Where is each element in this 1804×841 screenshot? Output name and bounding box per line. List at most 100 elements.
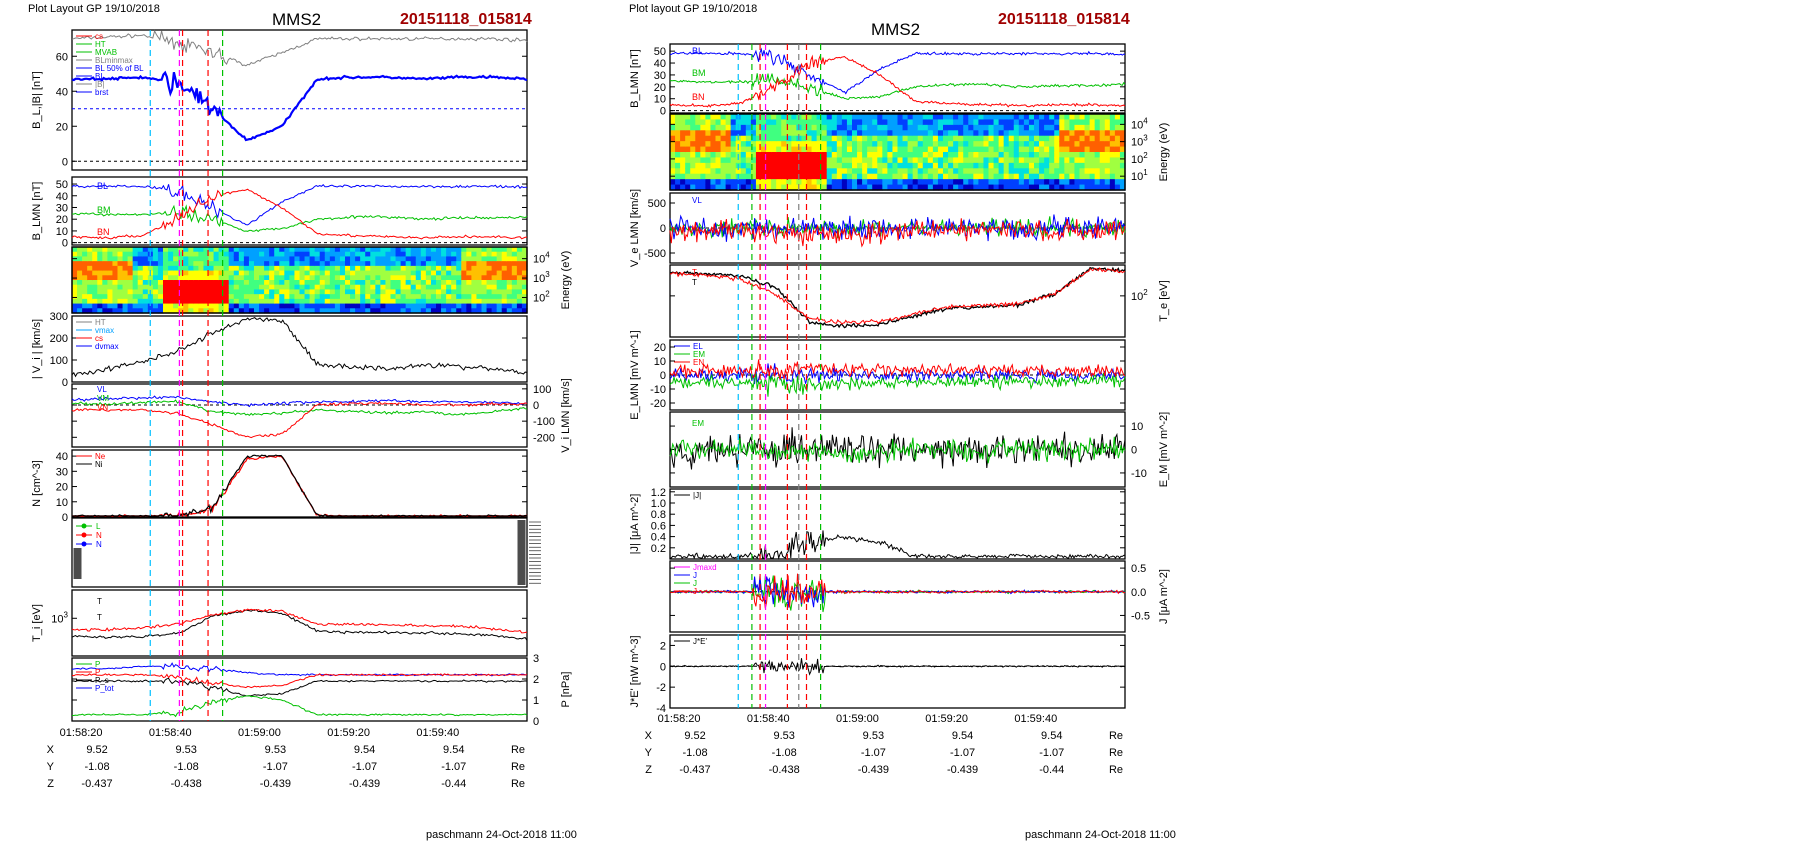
spectrogram-cell [198,265,205,272]
spectrogram-cell [107,298,114,305]
spectrogram-cell [112,275,119,281]
spectrogram-cell [446,261,452,267]
spectrogram-cell [274,294,280,300]
spectrogram-cell [831,141,838,148]
spectrogram-cell [791,173,797,180]
spectrogram-cell [516,308,523,314]
y-tick-label: 10 [1131,421,1143,433]
spectrogram-cell [360,256,366,262]
spectrogram-cell [720,162,727,169]
spectrogram-cell [102,261,108,267]
spectrogram-cell [846,152,853,159]
spectrogram-cell [887,124,894,131]
spectrogram-cell [791,152,797,159]
spectrogram-cell [264,275,270,281]
ephemeris-value: 9.54 [1041,730,1062,742]
panel-frame [71,383,528,448]
spectrogram-cell [188,270,194,276]
spectrogram-cell [163,261,169,267]
spectrogram-cell [279,284,285,291]
spectrogram-cell [269,289,275,295]
y-axis-label: T_e [eV] [1158,280,1170,322]
spectrogram-cell [410,289,417,295]
spectrogram-cell [471,251,478,258]
spectrogram-cell [786,173,792,180]
spectrogram-cell [430,261,437,267]
spectrogram-cell [1069,130,1076,137]
spectrogram-cell [670,114,676,121]
y-tick-label: 0 [1131,445,1137,457]
spectrogram-cell [1059,119,1065,126]
spectrogram-cell [314,261,321,267]
spectrogram-cell [137,298,144,305]
spectrogram-cell [1003,146,1010,153]
spectrogram-cell [466,275,472,281]
spectrogram-cell [107,284,114,291]
spectrogram-cell [405,284,412,291]
spectrogram-cell [988,157,995,164]
spectrogram-cell [178,284,184,291]
spectrogram-cell [87,298,93,305]
spectrogram-cell [720,135,727,142]
spectrogram-cell [400,294,407,300]
spectrogram-cell [395,289,402,295]
spectrogram-cell [294,256,301,262]
spectrogram-cell [720,119,727,126]
spectrogram-cell [675,130,681,137]
y-tick-label: -4 [656,703,666,715]
spectrogram-cell [248,270,255,276]
spectrogram-cell [710,146,717,153]
spectrogram-cell [451,303,457,309]
spectrogram-cell [1003,124,1010,131]
spectrogram-cell [97,275,103,281]
spectrogram-cell [137,270,144,276]
spectrogram-cell [1054,168,1060,175]
spectrogram-cell [400,308,407,314]
spectrogram-cell [745,141,752,148]
y-tick-label: -20 [650,398,666,410]
spectrogram-cell [750,119,757,126]
spectrogram-cell [1054,114,1060,121]
spectrogram-cell [264,261,270,267]
spectrogram-cell [198,284,205,291]
spectrogram-cell [670,162,676,169]
spectrogram-cell [852,157,858,164]
spectrogram-cell [425,275,432,281]
spectrogram-cell [695,130,701,137]
spectrogram-cell [943,179,949,186]
spectrogram-cell [289,270,296,276]
spectrogram-cell [877,135,883,142]
spectrogram-cell [988,114,995,121]
spectrogram-cell [953,141,959,148]
spectrogram-cell [430,251,437,258]
spectrogram-cell [168,270,174,276]
spectrogram-cell [917,152,924,159]
spectrogram-cell [1034,157,1040,164]
spectrogram-cell [233,251,240,258]
spectrogram-cell [471,298,478,305]
spectrogram-cell [811,124,818,131]
spectrogram-cell [685,157,691,164]
spectrogram-cell [715,157,722,164]
spectrogram-cell [943,162,949,169]
spectrogram-cell [912,162,919,169]
spectrogram-cell [496,280,503,286]
spectrogram-cell [446,303,452,309]
spectrogram-cell [745,168,752,175]
spectrogram-cell [700,146,706,153]
spectrogram-cell [259,294,265,300]
y-axis-label: V_e LMN [km/s] [629,189,641,267]
spectrogram-cell [988,146,995,153]
spectrogram-cell [299,289,306,295]
spectrogram-cell [725,119,732,126]
spectrogram-cell [998,173,1005,180]
spectrogram-cell [92,298,98,305]
spectrogram-cell [745,157,752,164]
spectrogram-cell [786,135,792,142]
legend-entry: Jmaxd [693,563,717,572]
spectrogram-cell [304,280,311,286]
spectrogram-cell [360,270,366,276]
spectrogram-cell [430,247,437,253]
spectrogram-cell [725,135,732,142]
spectrogram-cell [680,130,686,137]
